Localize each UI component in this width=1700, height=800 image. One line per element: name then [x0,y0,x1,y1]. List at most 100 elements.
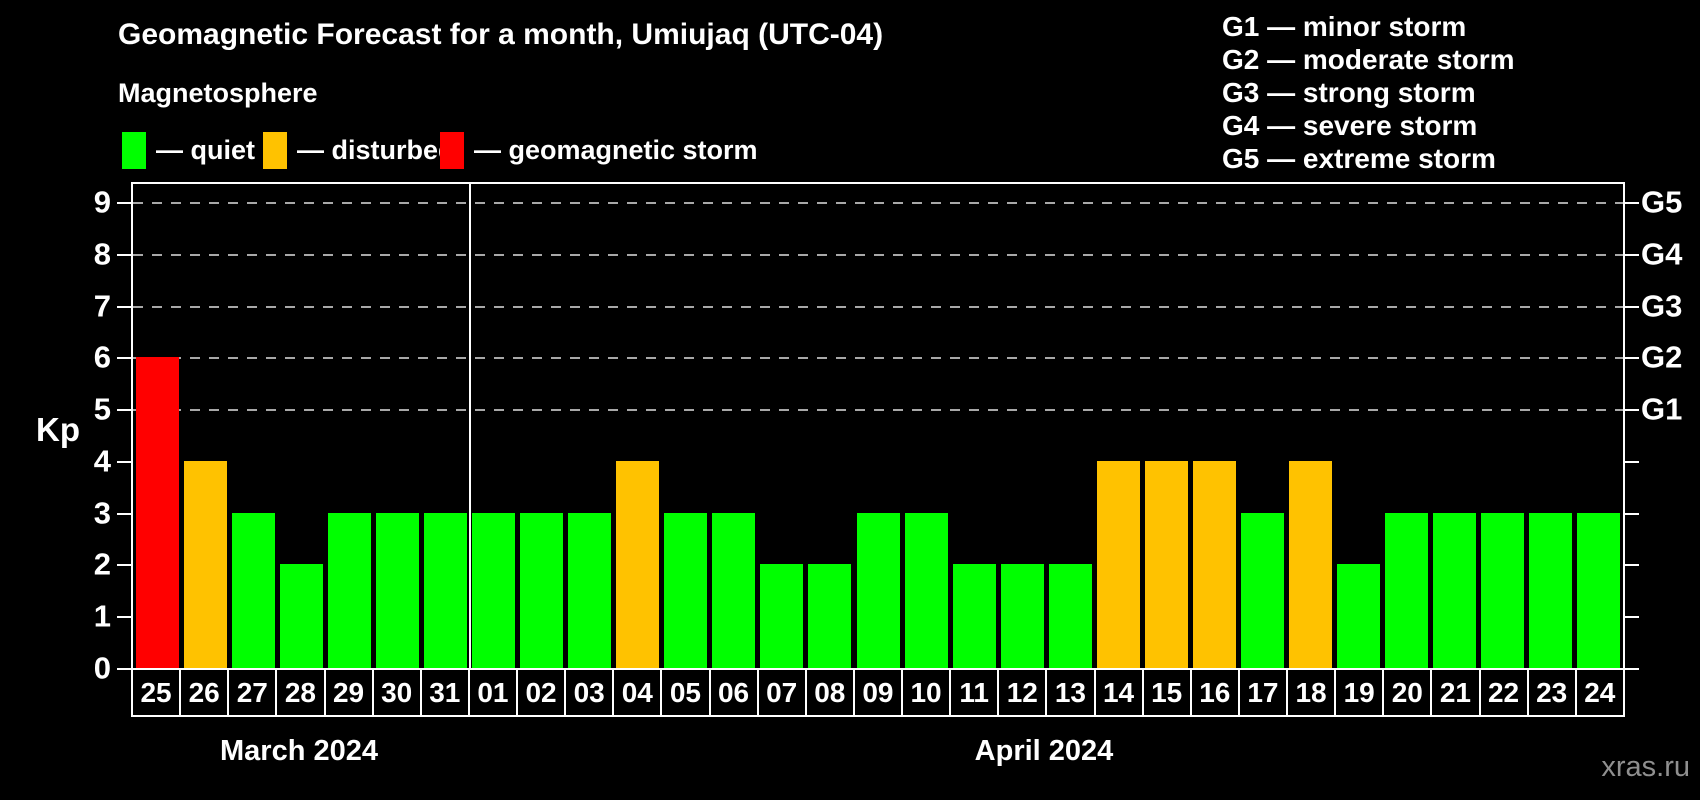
kp-bar-day-31 [424,513,467,668]
y-tick-right [1625,668,1639,670]
y-tick-right [1625,616,1639,618]
date-cell: 08 [804,668,855,717]
y-tick-left [117,564,131,566]
g-axis-label-g3: G3 [1641,288,1683,324]
date-cell: 13 [1045,668,1096,717]
y-tick-right [1625,357,1639,359]
kp-bar-day-28 [280,564,323,668]
date-cell: 19 [1334,668,1385,717]
y-tick-left [117,254,131,256]
date-cell: 14 [1093,668,1144,717]
g-legend-line: G4 — severe storm [1222,110,1478,141]
y-tick-right [1625,461,1639,463]
kp-bar-day-06 [712,513,755,668]
kp-bar-day-14 [1097,461,1140,668]
kp-bar-day-01 [472,513,515,668]
legend-swatch-storm-icon [440,131,464,169]
kp-bar-day-26 [184,461,227,668]
kp-bar-day-20 [1385,513,1428,668]
date-cell: 27 [227,668,278,717]
date-cell: 07 [756,668,807,717]
plot-area: 0 1 2 3 4 5 6 7 8 9 G1 G2 G3 G4 G5 [94,182,1682,685]
kp-bar-day-13 [1049,564,1092,668]
y-tick-label: 8 [93,236,111,272]
y-tick-label: 5 [93,391,111,427]
kp-bar-day-07 [760,564,803,668]
legend-item-quiet: — quiet [122,131,255,169]
y-tick-label: 4 [93,443,111,479]
date-cell: 22 [1478,668,1529,717]
month-separator-line [469,184,471,668]
gridline-kp6 [133,357,1623,359]
gridline-kp5 [133,409,1623,411]
legend-item-disturbed: — disturbed [263,131,455,169]
kp-bar-day-23 [1529,513,1572,668]
g-legend-line: G3 — strong storm [1222,77,1476,108]
y-tick-right [1625,202,1639,204]
date-cell: 06 [708,668,759,717]
watermark: xras.ru [1601,751,1690,783]
y-tick-label: 7 [93,288,111,324]
date-cell: 23 [1526,668,1577,717]
y-tick-right [1625,254,1639,256]
date-cell: 16 [1189,668,1240,717]
y-tick-right [1625,564,1639,566]
y-tick-left [117,306,131,308]
date-cell: 28 [275,668,326,717]
kp-bar-day-12 [1001,564,1044,668]
legend-swatch-disturbed-icon [263,131,287,169]
kp-bar-day-11 [953,564,996,668]
date-cell: 31 [419,668,470,717]
kp-bar-day-17 [1241,513,1284,668]
g-axis-label-g4: G4 [1641,236,1683,272]
y-tick-label: 9 [93,184,111,220]
kp-bar-day-10 [905,513,948,668]
legend-swatch-quiet-icon [122,131,146,169]
month-label: April 2024 [974,735,1114,767]
kp-bar-day-24 [1577,513,1620,668]
legend-item-storm: — geomagnetic storm [440,131,758,169]
gridline-kp9 [133,202,1623,204]
kp-bar-day-30 [376,513,419,668]
kp-bar-day-19 [1337,564,1380,668]
date-cell: 24 [1574,668,1625,717]
date-cell: 09 [852,668,903,717]
date-cell: 01 [467,668,518,717]
y-tick-right [1625,513,1639,515]
kp-bar-day-18 [1289,461,1332,668]
kp-bar-day-29 [328,513,371,668]
g-storm-scale-legend: G1 — minor storm G2 — moderate storm G3 — … [1222,10,1515,175]
date-cell: 05 [660,668,711,717]
date-cell: 11 [949,668,1000,717]
kp-status-legend: — quiet — disturbed — geomagnetic storm [0,131,1100,169]
date-cell: 02 [516,668,567,717]
kp-bar-day-08 [808,564,851,668]
y-tick-left [117,409,131,411]
y-tick-left [117,513,131,515]
date-cell: 21 [1430,668,1481,717]
y-axis-label: Kp [36,411,80,448]
y-tick-left [117,668,131,670]
month-label: March 2024 [220,735,378,767]
page-title: Geomagnetic Forecast for a month, Umiuja… [118,18,884,51]
date-cell: 18 [1286,668,1337,717]
date-cell: 15 [1141,668,1192,717]
y-tick-right [1625,409,1639,411]
date-cell: 20 [1382,668,1433,717]
y-tick-label: 2 [93,546,111,582]
kp-bar-day-15 [1145,461,1188,668]
kp-bar-day-25 [136,357,179,668]
y-tick-left [117,357,131,359]
y-tick-label: 6 [93,339,111,375]
legend-label-quiet: — quiet [156,134,255,165]
kp-bar-day-22 [1481,513,1524,668]
g-axis-label-g2: G2 [1641,339,1683,375]
kp-bar-day-27 [232,513,275,668]
g-legend-line: G5 — extreme storm [1222,143,1496,174]
date-cell: 29 [323,668,374,717]
kp-bar-day-21 [1433,513,1476,668]
y-tick-right [1625,306,1639,308]
y-tick-left [117,616,131,618]
legend-label-disturbed: — disturbed [297,134,455,165]
